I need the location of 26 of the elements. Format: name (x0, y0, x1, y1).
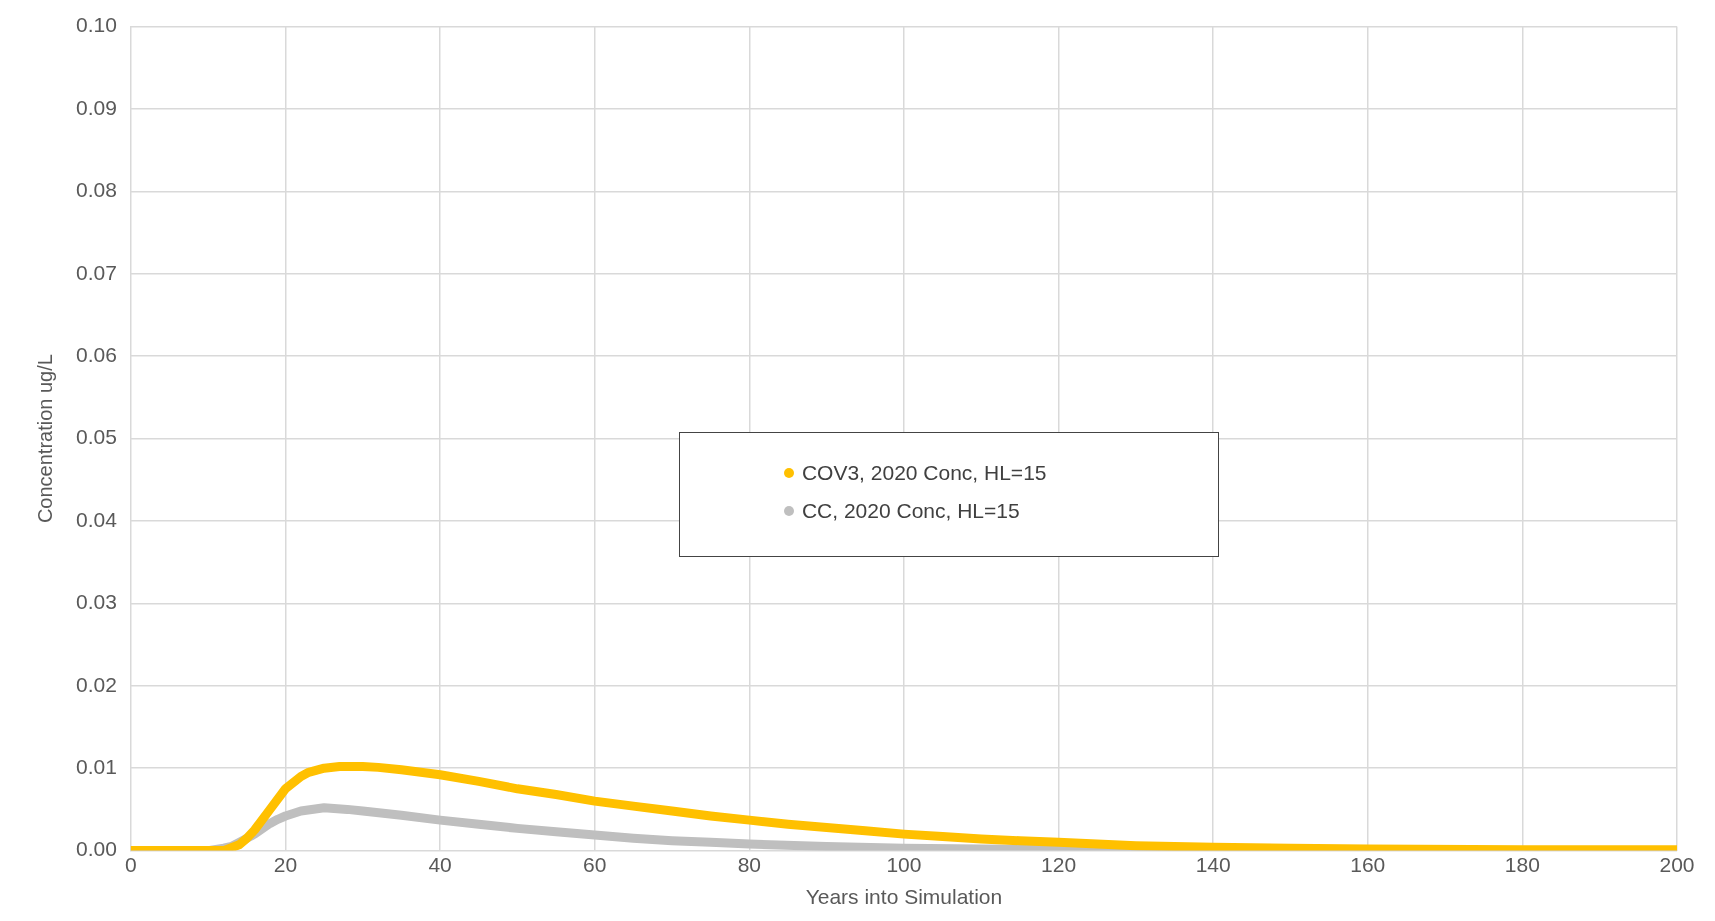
x-tick-label: 60 (583, 853, 607, 876)
y-axis-title: Concentration ug/L (33, 354, 56, 524)
legend-label: CC, 2020 Conc, HL=15 (801, 499, 1020, 524)
x-tick-label: 0 (125, 853, 137, 876)
x-tick-label: 80 (737, 853, 761, 876)
y-tick-label: 0.02 (76, 672, 117, 696)
y-tick-label: 0.03 (76, 590, 117, 614)
x-tick-label: 180 (1504, 853, 1540, 876)
y-tick-label: 0.01 (76, 755, 117, 778)
y-tick-label: 0.10 (76, 13, 117, 37)
x-tick-label: 120 (1041, 853, 1077, 876)
x-axis-title: Years into Simulation (805, 885, 1003, 909)
x-tick-label: 200 (1659, 853, 1695, 876)
legend-label: COV3, 2020 Conc, HL=15 (801, 461, 1047, 486)
x-tick-label: 140 (1195, 853, 1231, 876)
y-tick-label: 0.08 (76, 178, 117, 202)
x-tick-label: 20 (273, 853, 298, 876)
y-tick-label: 0.07 (76, 260, 117, 284)
y-tick-label: 0.06 (76, 343, 117, 366)
y-tick-label: 0.05 (76, 425, 117, 449)
x-tick-label: 160 (1350, 853, 1386, 876)
x-tick-label: 40 (428, 853, 452, 876)
y-tick-label: 0.04 (76, 507, 118, 531)
y-tick-label: 0.09 (76, 95, 117, 119)
y-tick-label: 0.00 (76, 837, 117, 861)
x-tick-label: 100 (886, 853, 922, 876)
